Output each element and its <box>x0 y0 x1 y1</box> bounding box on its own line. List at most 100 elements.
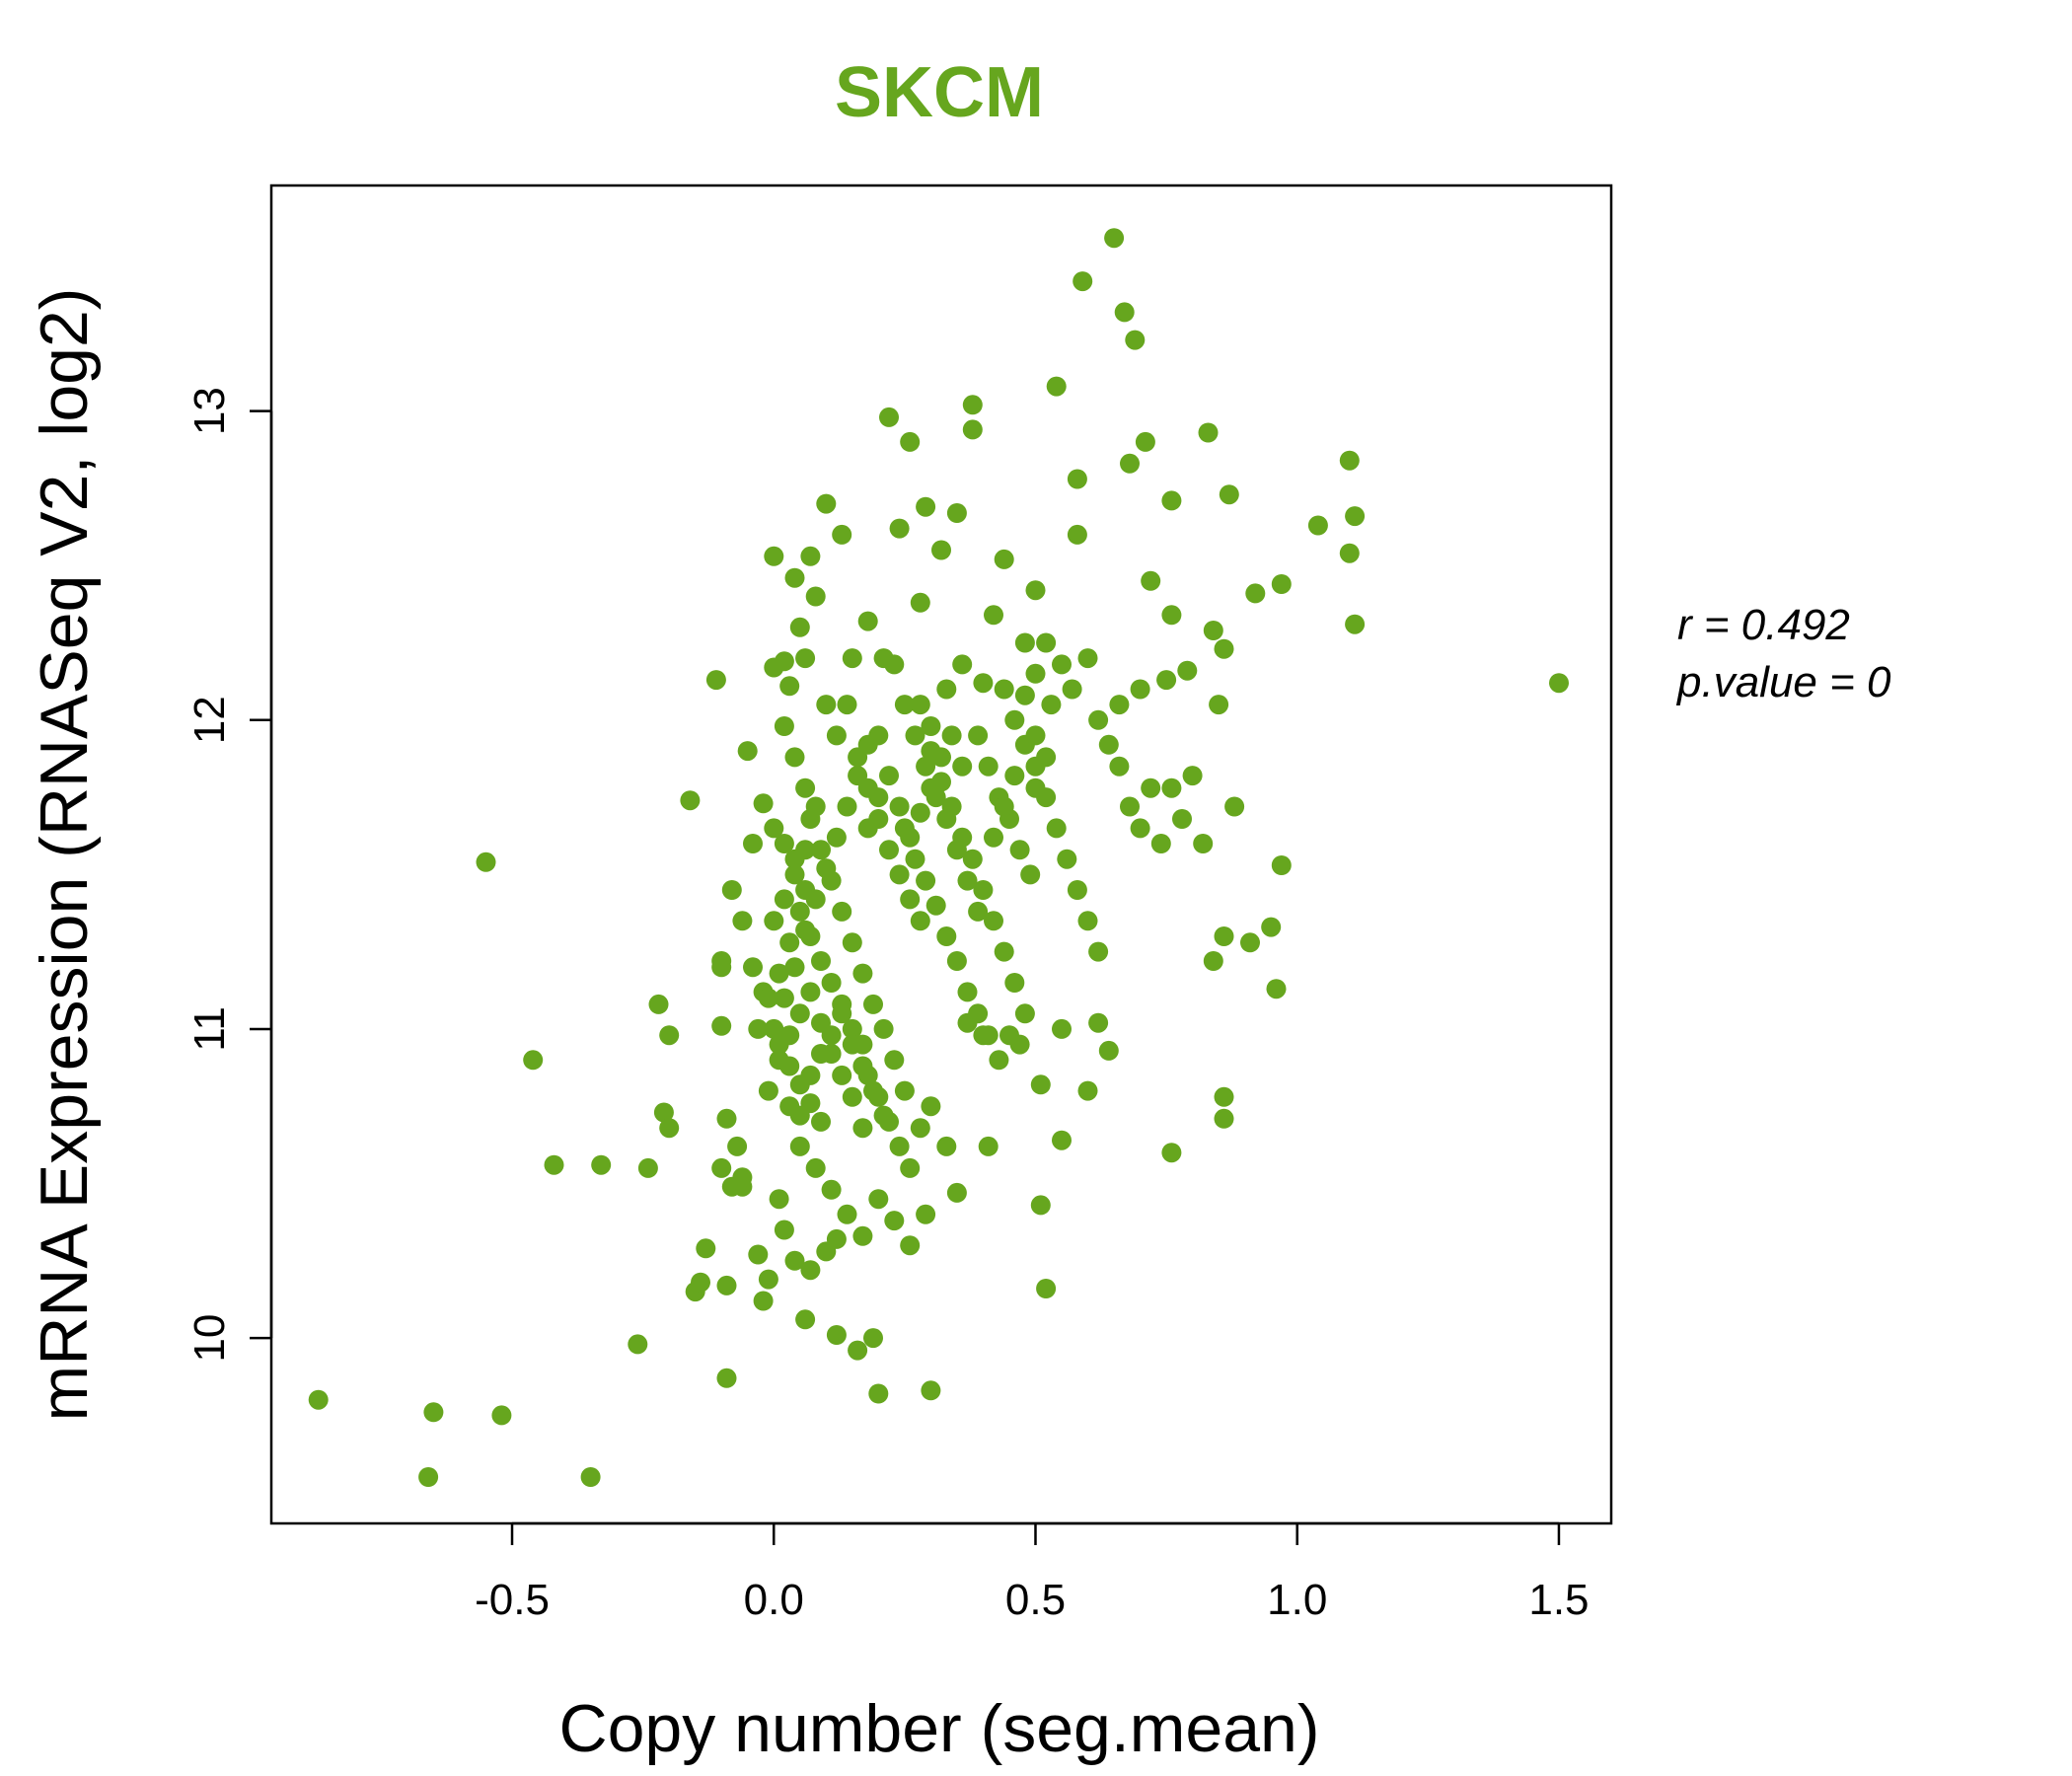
chart-title: SKCM <box>835 53 1044 132</box>
data-point <box>925 895 946 916</box>
data-point <box>784 567 805 588</box>
data-point <box>1141 570 1161 591</box>
x-axis: -0.5 0.0 0.5 1.0 1.5 <box>475 1521 1590 1624</box>
data-point <box>1193 834 1214 853</box>
data-point <box>696 1238 716 1259</box>
data-point <box>1104 228 1125 249</box>
data-point <box>758 1080 778 1101</box>
data-point <box>889 518 910 539</box>
x-tick-label: 0.0 <box>744 1576 804 1624</box>
data-point <box>1030 1195 1051 1216</box>
data-point <box>628 1334 648 1355</box>
data-point <box>816 493 837 514</box>
data-point <box>826 725 847 746</box>
data-point <box>837 695 857 715</box>
data-point <box>805 586 826 607</box>
data-point <box>1046 818 1067 839</box>
data-point <box>957 1012 978 1033</box>
data-point <box>1141 777 1161 798</box>
data-point <box>753 1291 774 1311</box>
data-point <box>805 796 826 817</box>
data-point <box>811 1012 831 1033</box>
data-point <box>832 1065 852 1085</box>
data-point <box>973 1025 994 1046</box>
data-point <box>1198 422 1219 443</box>
data-point <box>1114 302 1135 323</box>
data-point <box>946 1182 967 1203</box>
data-point <box>900 1235 921 1256</box>
data-point <box>795 1309 816 1330</box>
data-point <box>921 1380 941 1401</box>
data-point <box>1109 695 1130 715</box>
data-point <box>879 840 899 860</box>
data-point <box>936 679 957 700</box>
data-point <box>842 1034 862 1055</box>
y-axis-title: mRNA Expression (RNASeq V2, log2) <box>27 288 102 1422</box>
data-point <box>1004 709 1025 730</box>
data-point <box>873 1105 894 1126</box>
data-point <box>852 963 873 984</box>
data-point <box>1077 911 1098 931</box>
data-point <box>758 1269 778 1290</box>
data-point <box>826 1325 847 1345</box>
data-point <box>832 1003 852 1024</box>
data-point <box>1025 777 1046 798</box>
data-point <box>418 1467 439 1487</box>
data-point <box>889 864 910 885</box>
data-point <box>910 592 930 613</box>
data-point <box>1077 1080 1098 1101</box>
data-point <box>795 920 816 940</box>
data-point <box>789 617 810 637</box>
data-point <box>580 1467 601 1487</box>
data-point <box>921 1096 941 1117</box>
data-point <box>941 725 962 746</box>
data-point <box>811 951 831 971</box>
data-point <box>758 988 778 1008</box>
data-point <box>957 870 978 891</box>
data-point <box>591 1154 612 1175</box>
data-point <box>1067 880 1087 900</box>
points-layer <box>308 228 1569 1487</box>
data-point <box>1156 670 1177 691</box>
data-point <box>879 766 899 786</box>
data-point <box>308 1389 329 1410</box>
data-point <box>811 1111 831 1132</box>
data-point <box>973 880 994 900</box>
x-tick-label: 1.5 <box>1528 1576 1589 1624</box>
data-point <box>916 756 936 777</box>
data-point <box>1150 834 1171 853</box>
plot-frame <box>269 184 1613 1525</box>
x-tick-label: -0.5 <box>475 1576 550 1624</box>
data-point <box>1161 490 1182 511</box>
data-point <box>1261 917 1282 937</box>
data-point <box>900 1157 921 1178</box>
data-point <box>1214 1108 1234 1129</box>
data-point <box>727 1136 748 1156</box>
data-point <box>1214 1086 1234 1107</box>
data-point <box>842 932 862 953</box>
data-point <box>779 932 800 953</box>
data-point <box>1073 271 1093 292</box>
data-point <box>800 982 821 1002</box>
x-tick-label: 0.5 <box>1005 1576 1066 1624</box>
data-point <box>848 747 868 768</box>
data-point <box>1014 632 1035 653</box>
data-point <box>868 1383 889 1404</box>
data-point <box>884 1050 905 1071</box>
data-point <box>659 1025 680 1046</box>
data-point <box>811 840 831 860</box>
data-point <box>1130 679 1150 700</box>
data-point <box>889 1136 910 1156</box>
data-point <box>1271 855 1292 875</box>
data-point <box>779 676 800 697</box>
data-point <box>544 1154 564 1175</box>
data-point <box>1062 679 1082 700</box>
data-point <box>1036 1279 1057 1298</box>
data-point <box>648 994 669 1014</box>
data-point <box>748 1018 769 1039</box>
data-point <box>816 695 837 715</box>
data-point <box>1161 1143 1182 1163</box>
data-point <box>705 670 726 691</box>
data-point <box>921 777 941 798</box>
data-point <box>884 654 905 675</box>
